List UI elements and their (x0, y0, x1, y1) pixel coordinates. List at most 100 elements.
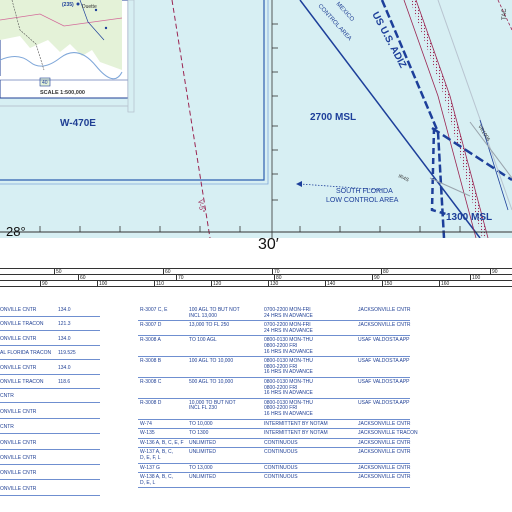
scale-tick-label: 140 (327, 281, 336, 287)
sua-name: W-137 A, B, C, (140, 449, 173, 456)
sua-time: CONTINUOUS (264, 439, 298, 446)
sua-agency: JACKSONVILLE CNTR (358, 464, 411, 471)
scale-tick-label: 130 (270, 281, 279, 287)
frequency-value: 121.3 (58, 321, 71, 328)
sua-alt: 500 AGL TO 10,000 (189, 379, 234, 385)
scale-tick-label: 50 (56, 269, 62, 275)
frequency-agency: ONVILLE CNTR (0, 307, 37, 313)
sua-time: 0800-0130 MON-THU (264, 337, 313, 344)
frequency-agency: AL FLORIDA TRACON (0, 350, 52, 357)
scale-tick-label: 80 (276, 275, 282, 281)
scale-tick (372, 274, 373, 280)
scale-tick (176, 274, 177, 280)
scale-tick (382, 280, 383, 286)
sua-name: R-3008 C (140, 379, 162, 385)
frequency-agency: ONVILLE CNTR (0, 470, 37, 477)
minutes-label: 30′ (258, 236, 279, 253)
sua-time: 0800-2200 FRI (264, 405, 298, 412)
scale-tick-label: 90 (374, 275, 380, 281)
low-control-leader (299, 183, 385, 191)
scale-tick (490, 268, 491, 274)
sua-time: 0700-2200 MON-FRI (264, 307, 311, 313)
sua-time: 16 HRS IN ADVANCE (264, 390, 313, 397)
table-divider (0, 316, 100, 317)
inset-route-label: (235) (62, 2, 74, 8)
frequency-agency: CNTR (0, 424, 14, 431)
scale-tick (325, 280, 326, 286)
sua-name: W-136 A, B, C, E, F (140, 439, 184, 446)
scale-tick-label: 80 (383, 269, 389, 275)
warning-area-label: W-470E (60, 118, 96, 129)
table-divider (0, 417, 100, 419)
scale-tick-label: 70 (178, 275, 184, 281)
sua-time: 0800-2200 FRI (264, 384, 298, 391)
scale-tick-label: 150 (384, 281, 393, 287)
scale-tick (97, 280, 98, 286)
table-divider (0, 373, 100, 375)
scale-tick (211, 280, 212, 286)
frequency-value: 119.525 (58, 350, 76, 357)
sua-alt: 13,000 TO FL 250 (189, 322, 230, 329)
sua-agency: USAF VALDOSTA APP (358, 337, 410, 344)
scale-tick-label: 90 (42, 281, 48, 287)
sua-name: W-137 G (140, 464, 160, 471)
sua-time: 16 HRS IN ADVANCE (264, 411, 313, 417)
table-divider (138, 335, 410, 337)
sua-agency: JACKSONVILLE CNTR (358, 420, 411, 427)
sua-agency: JACKSONVILLE CNTR (358, 439, 411, 446)
sua-alt: TO 10,000 (189, 420, 213, 427)
frequency-agency: ONVILLE CNTR (0, 335, 37, 342)
inset-scale-text: SCALE 1:500,000 (40, 90, 85, 96)
frequency-agency: CNTR (0, 393, 14, 400)
mexico-control-boundary (299, 0, 481, 238)
scale-tick-label: 100 (99, 281, 108, 287)
scale-tick-label: 60 (80, 275, 86, 281)
table-divider (138, 356, 410, 358)
distance-scale: 50 60 70 80 90 60 70 80 90 100 90 100 110 120 130 140 15… (0, 268, 512, 298)
table-divider (0, 464, 100, 465)
sua-alt: UNLIMITED (189, 439, 216, 446)
sua-agency: USAF VALDOSTA APP (358, 379, 410, 385)
sua-time: 0800-0130 MON-THU (264, 399, 313, 406)
scale-tick (272, 268, 273, 274)
sua-time: CONTINUOUS (264, 464, 298, 471)
scale-tick (470, 274, 471, 280)
frequency-agency: ONVILLE CNTR (0, 485, 37, 492)
sua-time: 24 HRS IN ADVANCE (264, 312, 313, 319)
table-divider (138, 377, 410, 378)
sua-agency: USAF VALDOSTA APP (358, 358, 410, 365)
airway-label: V-5° (196, 199, 206, 214)
table-divider (0, 433, 100, 435)
sua-name: W-138 A, B, C, (140, 474, 173, 481)
right-edge-label: TAC (502, 8, 508, 20)
frequency-agency: ONVILLE TRACON (0, 321, 44, 328)
frequency-agency: ONVILLE CNTR (0, 364, 37, 371)
sua-alt: TO 100 AGL (189, 337, 217, 344)
frequency-agency: ONVILLE TRACON (0, 379, 44, 385)
scale-tick (163, 268, 164, 274)
frequency-value: 118.6 (58, 379, 71, 385)
table-divider (138, 418, 410, 420)
scale-tick (40, 280, 41, 286)
sua-time: 16 HRS IN ADVANCE (264, 348, 313, 355)
scale-tick (274, 274, 275, 280)
table-divider (0, 330, 100, 332)
sua-time: 0700-2200 MON-FRI (264, 322, 311, 329)
table-divider (0, 479, 100, 481)
low-control-label-2: LOW CONTROL AREA (326, 197, 399, 204)
scale-tick (54, 268, 55, 274)
scale-tick-label: 100 (472, 275, 481, 281)
scale-tick (381, 268, 382, 274)
sectional-chart-map: (235) Duette 40 SCALE 1:500,000 W-470E V… (0, 0, 512, 238)
ir-route-line (429, 177, 471, 197)
sua-alt: UNLIMITED (189, 449, 216, 456)
sua-agency: JACKSONVILLE CNTR (358, 449, 411, 456)
scale-tick-label: 120 (213, 281, 222, 287)
inset-route-number: 40 (42, 80, 48, 86)
table-divider (138, 428, 410, 430)
frequency-value: 134.0 (58, 364, 71, 371)
mocab-altitude-label: 2700 MSL (310, 112, 356, 123)
frequency-agency: ONVILLE CNTR (0, 408, 37, 415)
sua-name: R-3007 C, E (140, 307, 168, 313)
lower-msl-label: 1300 MSL (446, 212, 492, 223)
